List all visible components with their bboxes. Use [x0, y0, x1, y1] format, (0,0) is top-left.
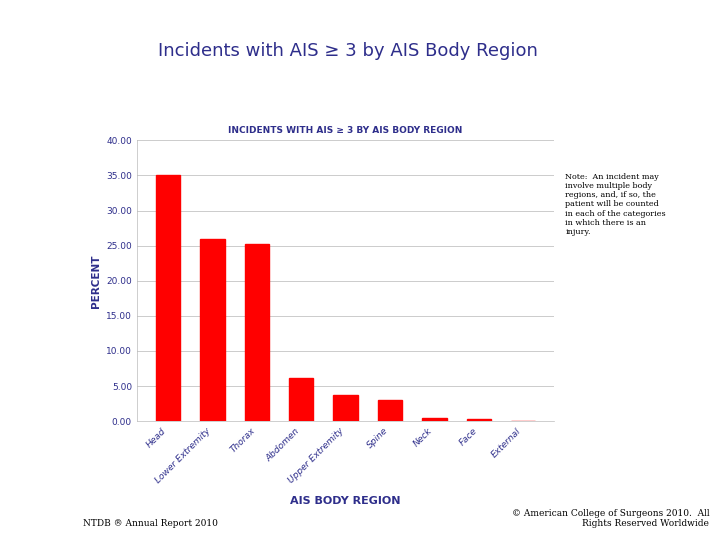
Bar [467, 420, 491, 421]
Y-axis label: PERCENT: PERCENT [91, 254, 101, 308]
Text: Incidents with AIS ≥ 3 by AIS Body Region: Incidents with AIS ≥ 3 by AIS Body Regio… [158, 42, 539, 60]
Text: NTDB ® Annual Report 2010: NTDB ® Annual Report 2010 [83, 519, 217, 528]
Bar [245, 244, 269, 421]
Text: © American College of Surgeons 2010.  All
Rights Reserved Worldwide: © American College of Surgeons 2010. All… [512, 509, 709, 528]
Bar [289, 377, 313, 421]
X-axis label: AIS BODY REGION: AIS BODY REGION [290, 496, 401, 506]
Text: Figure
28: Figure 28 [94, 42, 130, 63]
Text: Note:  An incident may
involve multiple body
regions, and, if so, the
patient wi: Note: An incident may involve multiple b… [565, 173, 666, 236]
Bar [333, 395, 358, 421]
Bar [200, 239, 225, 421]
Title: INCIDENTS WITH AIS ≥ 3 BY AIS BODY REGION: INCIDENTS WITH AIS ≥ 3 BY AIS BODY REGIO… [228, 126, 463, 136]
Bar [378, 400, 402, 421]
Bar [156, 176, 180, 421]
Bar [422, 418, 446, 421]
